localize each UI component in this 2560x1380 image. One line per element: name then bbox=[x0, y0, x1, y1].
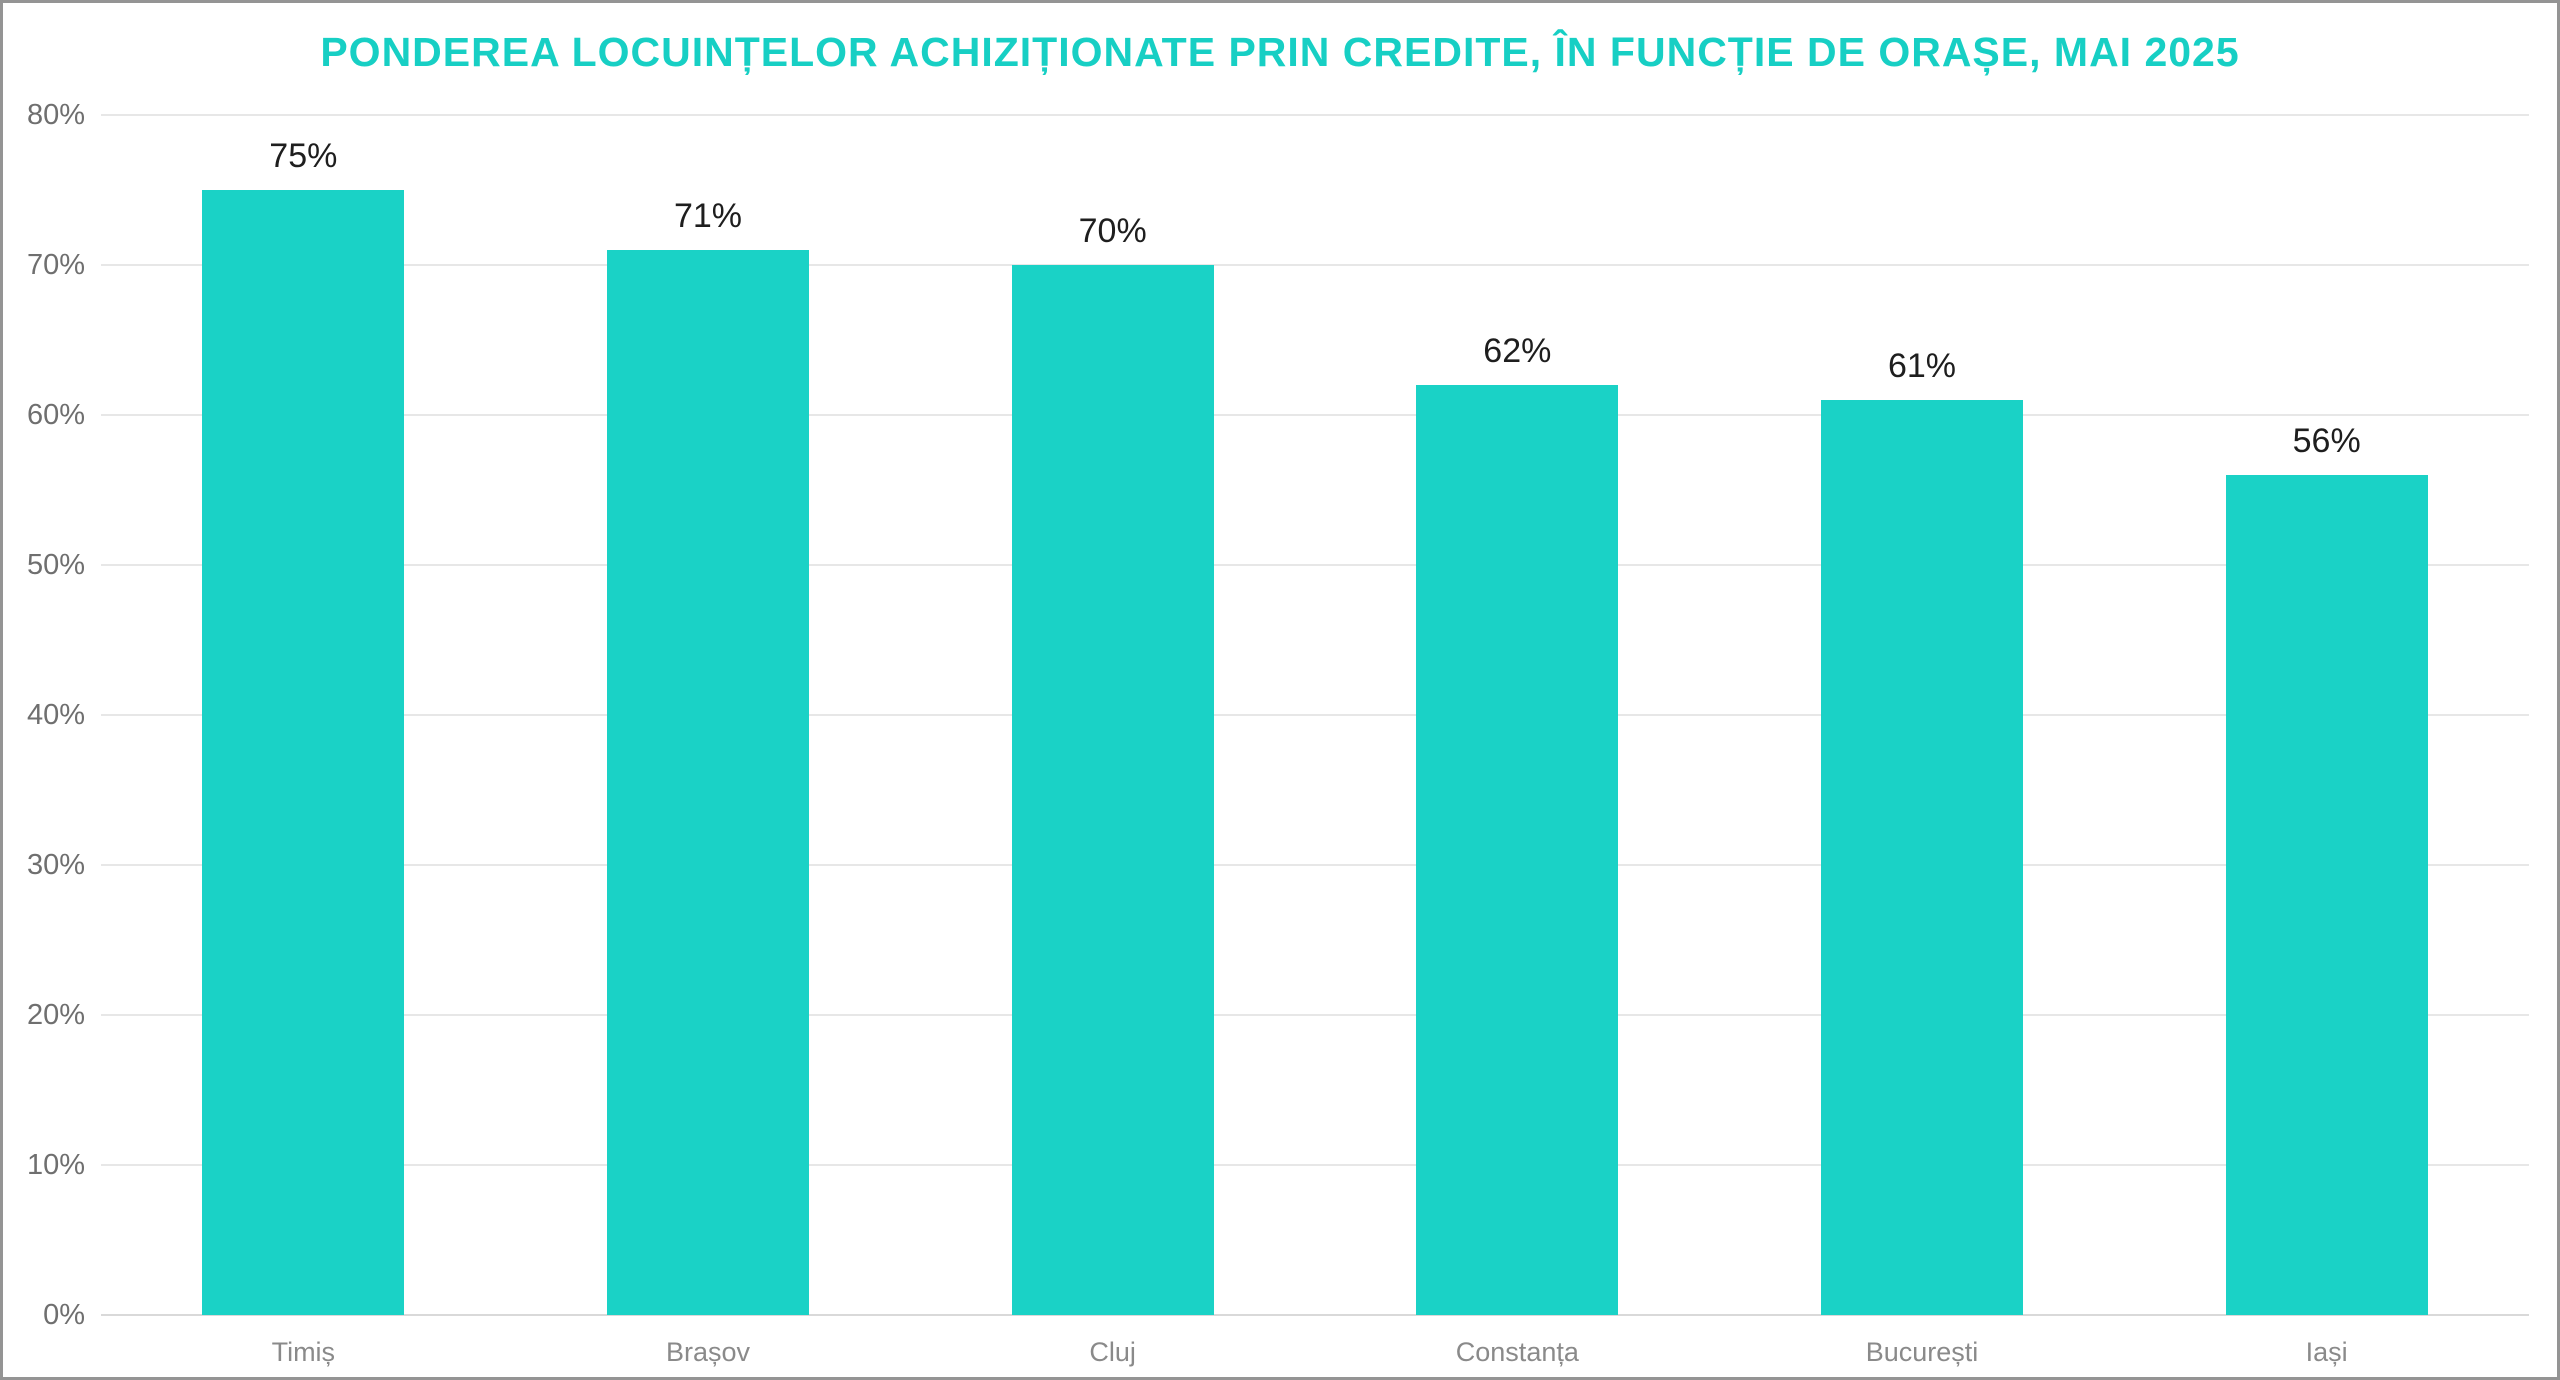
gridline bbox=[101, 864, 2529, 866]
bar bbox=[1416, 385, 1619, 1315]
y-axis-tick-label: 20% bbox=[26, 999, 85, 1031]
plot-area: 75% 71% 70% 62% 61% 56% bbox=[101, 114, 2529, 1316]
y-axis-tick-label: 50% bbox=[26, 549, 85, 581]
gridline bbox=[101, 264, 2529, 266]
bar bbox=[607, 250, 809, 1315]
bar-value-label: 71% bbox=[673, 197, 743, 235]
y-axis-tick-label: 40% bbox=[26, 699, 85, 731]
y-axis-tick-label: 70% bbox=[26, 249, 85, 281]
x-axis-category-label: Iași bbox=[2305, 1337, 2348, 1367]
gridline bbox=[101, 1164, 2529, 1166]
y-axis-tick-label: 60% bbox=[26, 399, 85, 431]
y-axis-tick-label: 0% bbox=[43, 1299, 85, 1331]
x-axis-category-label: Brașov bbox=[665, 1337, 750, 1367]
gridline bbox=[101, 714, 2529, 716]
chart-title: PONDEREA LOCUINȚELOR ACHIZIȚIONATE PRIN … bbox=[320, 29, 2240, 75]
bar bbox=[1821, 400, 2023, 1315]
gridline bbox=[101, 564, 2529, 566]
gridline bbox=[101, 1014, 2529, 1016]
y-axis-tick-label: 30% bbox=[26, 849, 85, 881]
gridline bbox=[101, 114, 2529, 116]
zero-gridline bbox=[101, 1314, 2529, 1316]
bar-value-label: 56% bbox=[2292, 422, 2361, 460]
gridline bbox=[101, 414, 2529, 416]
bar-value-label: 62% bbox=[1483, 332, 1552, 370]
bar bbox=[1011, 265, 1214, 1315]
x-axis-category-label: Constanța bbox=[1455, 1337, 1579, 1367]
x-axis-category-label: Timiș bbox=[271, 1337, 336, 1367]
bar-value-label: 70% bbox=[1078, 212, 1147, 250]
bar bbox=[202, 190, 405, 1315]
y-axis-tick-label: 10% bbox=[26, 1149, 85, 1181]
bar bbox=[2225, 475, 2428, 1315]
y-axis-tick-label: 80% bbox=[26, 99, 85, 131]
bar-value-label: 75% bbox=[269, 137, 338, 175]
x-axis-category-label: Cluj bbox=[1089, 1337, 1136, 1367]
x-axis-category-label: București bbox=[1865, 1337, 1979, 1367]
bar-value-label: 61% bbox=[1887, 347, 1957, 385]
